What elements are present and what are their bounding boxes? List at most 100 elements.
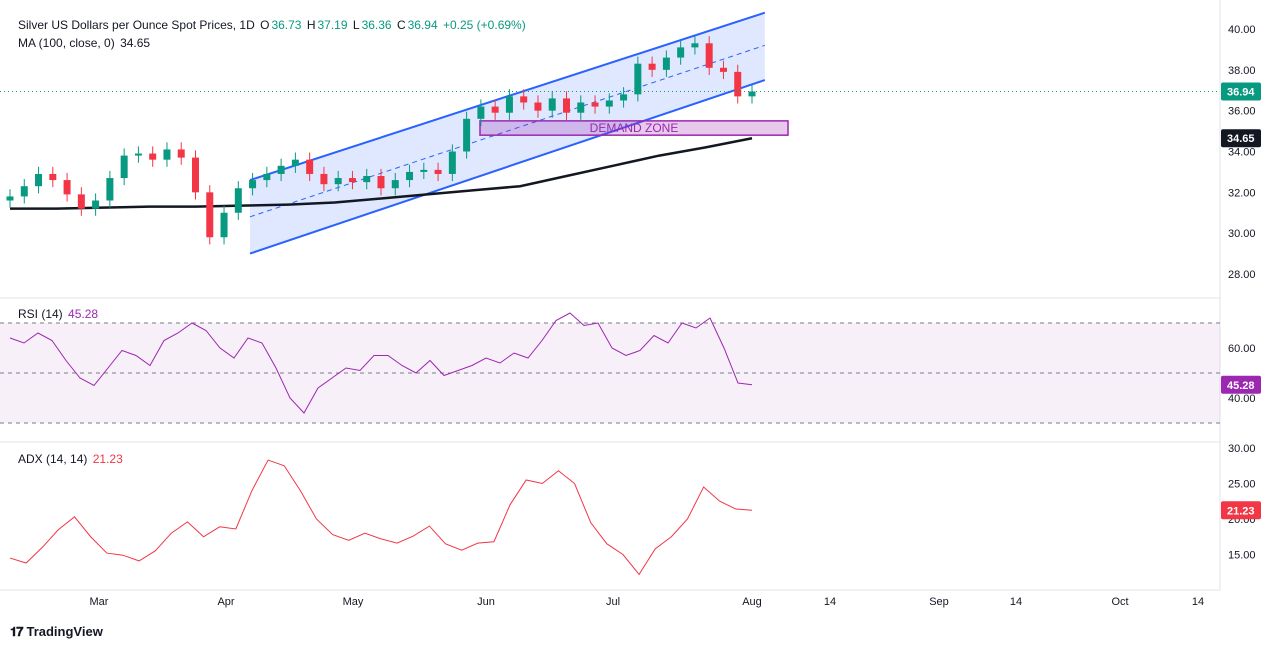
candle-body[interactable]: [234, 188, 242, 213]
rsi-label: RSI (14): [18, 307, 63, 321]
candle-body[interactable]: [520, 96, 528, 103]
high-label: H: [306, 18, 316, 32]
candle-body[interactable]: [291, 159, 299, 166]
time-tick-label: 14: [824, 596, 836, 608]
adx-pane[interactable]: [9, 459, 753, 576]
candle-body[interactable]: [691, 43, 699, 48]
close-label: C: [396, 18, 406, 32]
demand-zone-box[interactable]: [479, 120, 789, 136]
ma-label: MA (100, close, 0): [18, 36, 115, 50]
tradingview-wordmark: TradingView: [26, 624, 103, 639]
price-pane[interactable]: DEMAND ZONE: [0, 11, 1220, 255]
open-label: O: [260, 18, 270, 32]
ma100-line[interactable]: [10, 137, 753, 210]
candle-body[interactable]: [477, 106, 485, 119]
candle-body[interactable]: [634, 63, 642, 95]
tradingview-logo[interactable]: 𝟏𝟕 TradingView: [10, 624, 103, 640]
candle-body[interactable]: [534, 102, 542, 111]
adx-last-label: 21.23: [1227, 505, 1255, 517]
candle-body[interactable]: [591, 102, 599, 107]
channel-mid-line[interactable]: [249, 44, 765, 218]
candle-body[interactable]: [348, 178, 356, 183]
candle-body[interactable]: [20, 186, 28, 197]
low-label: L: [352, 18, 360, 32]
candle-body[interactable]: [748, 91, 756, 97]
candle-body[interactable]: [434, 169, 442, 174]
candle-body[interactable]: [563, 98, 570, 113]
adx-tick-label: 15.00: [1228, 550, 1256, 562]
candle-body[interactable]: [463, 118, 471, 152]
time-tick-label: Jul: [606, 596, 620, 608]
candle-body[interactable]: [220, 212, 228, 238]
candle-body[interactable]: [648, 63, 656, 70]
candle-body[interactable]: [163, 149, 171, 160]
price-tick-label: 32.00: [1228, 187, 1256, 199]
rsi-line[interactable]: [9, 312, 753, 414]
rsi-last-label: 45.28: [1227, 380, 1255, 392]
candle-body[interactable]: [420, 169, 428, 172]
time-tick-label: Apr: [217, 596, 234, 608]
candle-body[interactable]: [677, 47, 685, 58]
tradingview-logo-icon: 𝟏𝟕: [10, 624, 24, 639]
candle-body[interactable]: [705, 43, 713, 68]
candle-body[interactable]: [277, 165, 285, 174]
candle-body[interactable]: [505, 96, 513, 113]
price-tick-label: 30.00: [1228, 228, 1256, 240]
candle-body[interactable]: [306, 159, 314, 174]
candle-body[interactable]: [577, 102, 585, 113]
price-tick-label: 36.00: [1228, 106, 1256, 118]
candle-body[interactable]: [320, 173, 328, 185]
candle-body[interactable]: [149, 153, 157, 160]
candle-body[interactable]: [249, 180, 257, 189]
change-value: +0.25 (+0.69%): [442, 18, 526, 32]
candle-body[interactable]: [605, 100, 613, 107]
candle-body[interactable]: [134, 153, 142, 156]
candle-body[interactable]: [662, 57, 670, 70]
adx-legend[interactable]: ADX (14, 14) 21.23: [18, 452, 125, 466]
candle-body[interactable]: [548, 98, 556, 111]
adx-line[interactable]: [9, 459, 753, 576]
rsi-value: 45.28: [68, 307, 99, 321]
adx-tick-label: 25.00: [1228, 479, 1256, 491]
candle-body[interactable]: [620, 94, 628, 101]
candle-body[interactable]: [334, 178, 342, 185]
candle-body[interactable]: [120, 155, 128, 179]
candle-body[interactable]: [92, 200, 100, 209]
time-tick-label: May: [343, 596, 364, 608]
candle-body[interactable]: [192, 157, 199, 193]
time-tick-label: Aug: [742, 596, 762, 608]
candle-body[interactable]: [719, 67, 727, 72]
candle-body[interactable]: [734, 71, 742, 97]
candle-body[interactable]: [35, 173, 43, 187]
candle-body[interactable]: [63, 180, 71, 195]
rsi-pane[interactable]: [0, 312, 1220, 424]
price-tick-label: 38.00: [1228, 65, 1256, 77]
last-price-badge: [1221, 82, 1261, 101]
candle-body[interactable]: [49, 173, 57, 181]
channel-lower-line[interactable]: [249, 79, 766, 255]
rsi-legend[interactable]: RSI (14) 45.28: [18, 307, 100, 321]
symbol-legend[interactable]: Silver US Dollars per Ounce Spot Prices,…: [18, 18, 528, 32]
candle-body[interactable]: [491, 106, 499, 113]
close-value: 36.94: [407, 18, 438, 32]
high-value: 37.19: [317, 18, 348, 32]
time-tick-label: 14: [1010, 596, 1022, 608]
candle-body[interactable]: [206, 192, 214, 238]
candle-body[interactable]: [363, 176, 371, 183]
candle-body[interactable]: [6, 196, 14, 201]
rsi-last-badge: [1221, 375, 1261, 394]
candle-body[interactable]: [448, 151, 456, 174]
candle-body[interactable]: [377, 176, 385, 189]
candle-body[interactable]: [263, 173, 271, 181]
adx-value: 21.23: [92, 452, 123, 466]
price-tick-label: 28.00: [1228, 269, 1256, 281]
candle-body[interactable]: [77, 194, 85, 209]
candle-body[interactable]: [177, 149, 185, 158]
candle-body[interactable]: [406, 171, 414, 181]
ma-legend[interactable]: MA (100, close, 0) 34.65: [18, 36, 152, 50]
candle-body[interactable]: [106, 178, 114, 201]
low-value: 36.36: [361, 18, 392, 32]
adx-label: ADX (14, 14): [18, 452, 88, 466]
candle-body[interactable]: [391, 180, 399, 189]
